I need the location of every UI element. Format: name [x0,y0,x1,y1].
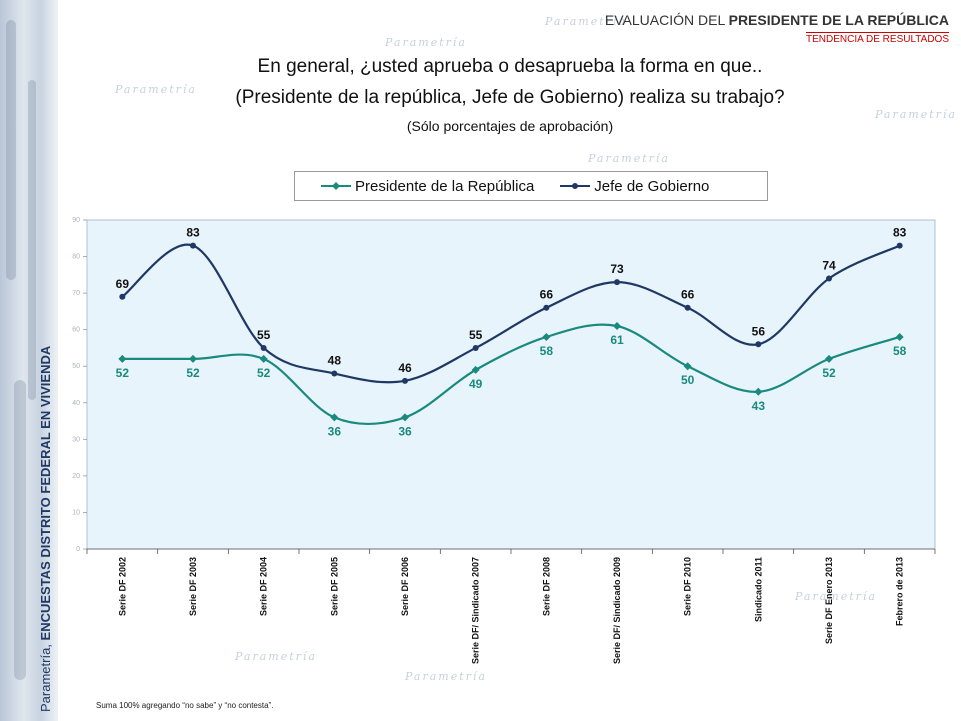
y-tick-label: 70 [72,290,80,297]
data-label: 83 [893,226,907,240]
data-label: 52 [257,366,271,380]
data-point [401,413,409,422]
x-tick-label: Serie DF 2003 [188,557,198,616]
y-tick-label: 20 [72,473,80,480]
x-tick-label: Serie DF 2008 [541,557,551,616]
data-point [543,304,550,311]
x-tick-label: Serie DF/ Sindicado 2007 [471,557,481,664]
x-tick-label: Serie DF 2005 [329,557,339,616]
data-label: 49 [469,377,483,391]
data-label: 73 [610,262,624,276]
data-point [683,362,692,371]
header-title: EVALUACIÓN DEL PRESIDENTE DE LA REPÚBLIC… [604,12,949,28]
data-label: 46 [398,361,412,375]
data-label: 58 [893,344,907,358]
data-label: 52 [186,366,200,380]
data-point [755,341,762,348]
data-point [402,377,408,384]
question-line-3: (Sólo porcentajes de aprobación) [406,118,614,134]
data-point [613,322,621,331]
legend-marker-presidente [321,182,351,190]
data-label: 48 [328,354,342,368]
left-decorative-strip [0,0,58,721]
data-point [684,304,691,311]
data-label: 74 [822,258,836,272]
legend-label-presidente: Presidente de la República [355,177,535,195]
x-tick-label: Serie DF/ Sindicado 2009 [612,557,622,664]
data-point [471,365,480,374]
data-label: 36 [328,424,342,438]
data-point [118,354,127,363]
data-label: 66 [540,288,554,302]
data-point [190,242,196,249]
data-point [825,354,833,363]
legend-marker-jefe [560,183,591,189]
data-point [895,332,904,341]
x-tick-label: Serie DF 2010 [683,557,693,616]
data-label: 55 [257,328,271,342]
data-point [542,332,551,341]
question-line-2: (Presidente de la república, Jefe de Gob… [235,87,785,108]
y-tick-label: 40 [72,400,80,407]
data-label: 55 [469,328,483,342]
data-label: 61 [610,333,624,347]
x-tick-label: Sindicado 2011 [753,557,763,622]
data-label: 52 [116,366,130,380]
legend-item-jefe: Jefe de Gobierno [560,178,709,195]
x-tick-label: Serie DF Enero 2013 [824,557,834,644]
footnote: Suma 100% agregando “no sabe” y “no cont… [96,701,274,710]
x-tick-label: Serie DF 2006 [400,557,410,616]
x-tick-label: Febrero de 2013 [895,557,905,626]
data-point [896,242,903,249]
legend-item-presidente: Presidente de la República [321,178,534,195]
data-label: 69 [116,277,130,291]
data-point [331,370,338,377]
data-point [472,344,479,351]
data-point [259,354,268,363]
legend-label-jefe: Jefe de Gobierno [594,177,710,195]
y-tick-label: 90 [72,217,80,224]
y-tick-label: 10 [72,509,80,516]
x-tick-label: Serie DF 2004 [259,557,269,616]
data-label: 36 [398,424,412,438]
y-tick-label: 50 [72,363,80,370]
x-tick-label: Serie DF 2002 [117,557,127,616]
plot-area [86,219,936,550]
y-tick-label: 60 [72,327,80,334]
question-line-1: En general, ¿usted aprueba o desaprueba … [257,56,763,77]
data-point [119,293,126,300]
data-point [826,275,832,282]
data-label: 43 [752,399,766,413]
chart-legend: Presidente de la República Jefe de Gobie… [294,171,768,201]
data-label: 50 [681,373,695,387]
data-label: 56 [752,324,766,338]
series-line-1 [121,243,901,384]
data-label: 52 [822,366,836,380]
data-label: 66 [681,288,695,302]
y-tick-label: 30 [72,436,80,443]
data-label: 83 [186,226,200,240]
data-point [754,387,763,396]
y-tick-label: 80 [72,254,80,261]
header-subtitle: TENDENCIA DE RESULTADOS [806,32,949,45]
data-point [260,344,267,351]
y-tick-label: 0 [76,546,80,553]
data-point [189,354,197,363]
data-point [614,279,620,286]
data-point [330,413,339,422]
data-label: 58 [540,344,554,358]
